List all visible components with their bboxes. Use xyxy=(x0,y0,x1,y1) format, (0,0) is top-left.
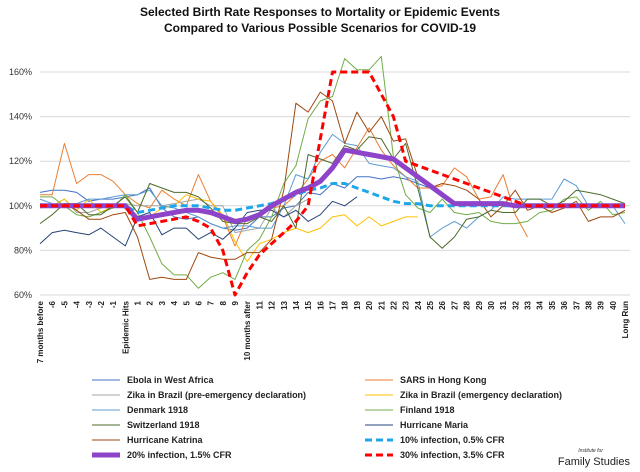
legend-label: Switzerland 1918 xyxy=(127,420,200,430)
series-line xyxy=(39,198,309,234)
x-tick-label: 7 xyxy=(207,300,216,305)
x-tick-label: 17 xyxy=(329,300,338,309)
logo-line2: Family Studies xyxy=(558,456,631,468)
chart-subtitle: Compared to Various Possible Scenarios f… xyxy=(164,21,476,35)
x-tick-label: -6 xyxy=(48,300,57,308)
x-tick-label: 37 xyxy=(572,300,581,309)
series-lines xyxy=(39,55,626,297)
x-tick-label: 39 xyxy=(597,300,606,309)
x-tick-label: 11 xyxy=(255,300,264,309)
x-tick-label: 9 xyxy=(231,300,240,305)
x-tick-label: 26 xyxy=(438,300,447,309)
x-tick-label: 7 months before xyxy=(36,300,45,363)
x-tick-label: 32 xyxy=(511,300,520,309)
series-line xyxy=(40,127,528,247)
legend-label: 20% infection, 1.5% CFR xyxy=(127,450,232,460)
x-tick-label: -2 xyxy=(97,300,106,308)
legend-label: 10% infection, 0.5% CFR xyxy=(400,435,505,445)
x-tick-label: 12 xyxy=(268,300,277,309)
x-tick-label: 31 xyxy=(499,300,508,309)
legend-label: SARS in Hong Kong xyxy=(400,375,487,385)
x-tick-label: 14 xyxy=(292,300,301,309)
legend-label: Zika in Brazil (pre-emergency declaratio… xyxy=(127,390,306,400)
x-tick-label: 10 months after xyxy=(243,301,252,361)
logo-line1: Institute for xyxy=(578,448,603,454)
x-axis-ticks: 7 months before -6 -5 -4 -3 -2 -1 Epidemic Hits… xyxy=(36,300,630,363)
x-tick-label: 38 xyxy=(584,300,593,309)
y-tick-label: 160% xyxy=(9,67,32,77)
legend-label: Finland 1918 xyxy=(400,405,455,415)
chart-title: Selected Birth Rate Responses to Mortali… xyxy=(140,5,500,19)
legend-label: Denmark 1918 xyxy=(127,405,188,415)
x-tick-label: -3 xyxy=(85,300,94,308)
series-line xyxy=(40,91,626,280)
legend: Ebola in West Africa SARS in Hong Kong Zik… xyxy=(92,375,562,460)
x-tick-label: 6 xyxy=(194,300,203,305)
x-tick-label: 15 xyxy=(304,300,313,309)
x-tick-label: -1 xyxy=(109,300,118,308)
y-axis-ticks: 60% 80% 100% 120% 140% 160% xyxy=(9,67,32,300)
x-tick-label: 4 xyxy=(170,300,179,305)
series-line xyxy=(40,55,626,289)
x-tick-label: 40 xyxy=(609,300,618,309)
x-tick-label: -4 xyxy=(73,300,82,308)
series-line xyxy=(39,133,626,238)
x-tick-label: Epidemic Hits xyxy=(121,300,130,353)
x-tick-label: 13 xyxy=(280,300,289,309)
x-tick-label: 28 xyxy=(463,300,472,309)
x-tick-label: 3 xyxy=(158,300,167,305)
x-tick-label: 24 xyxy=(414,300,423,309)
x-tick-label: 30 xyxy=(487,300,496,309)
x-tick-label: Long Run xyxy=(621,301,630,338)
series-line xyxy=(39,196,358,247)
x-tick-label: 8 xyxy=(219,300,228,305)
x-tick-label: 22 xyxy=(389,300,398,309)
x-tick-label: 25 xyxy=(426,300,435,309)
logo: Institute for Family Studies xyxy=(558,448,631,468)
legend-label: Zika in Brazil (emergency declaration) xyxy=(400,390,562,400)
legend-label: Hurricane Katrina xyxy=(127,435,204,445)
series-line xyxy=(39,136,626,249)
x-tick-label: 20 xyxy=(365,300,374,309)
x-tick-label: 21 xyxy=(377,300,386,309)
legend-label: Hurricane Maria xyxy=(400,420,469,430)
x-tick-label: 19 xyxy=(353,300,362,309)
x-tick-label: 35 xyxy=(548,300,557,309)
y-tick-label: 80% xyxy=(14,245,32,255)
y-tick-label: 60% xyxy=(14,290,32,300)
x-tick-label: 5 xyxy=(182,300,191,305)
x-tick-label: -5 xyxy=(60,300,69,308)
y-tick-label: 140% xyxy=(9,112,32,122)
legend-label: 30% infection, 3.5% CFR xyxy=(400,450,505,460)
x-tick-label: 18 xyxy=(341,300,350,309)
x-tick-label: 23 xyxy=(402,300,411,309)
x-tick-label: 29 xyxy=(475,300,484,309)
x-tick-label: 33 xyxy=(524,300,533,309)
x-tick-label: 1 xyxy=(134,300,143,305)
y-tick-label: 100% xyxy=(9,201,32,211)
legend-label: Ebola in West Africa xyxy=(127,375,215,385)
series-line xyxy=(40,70,625,297)
x-tick-label: 2 xyxy=(146,300,155,305)
x-tick-label: 27 xyxy=(450,300,459,309)
y-tick-label: 120% xyxy=(9,156,32,166)
x-tick-label: 36 xyxy=(560,300,569,309)
x-tick-label: 16 xyxy=(316,300,325,309)
x-tick-label: 34 xyxy=(536,300,545,309)
